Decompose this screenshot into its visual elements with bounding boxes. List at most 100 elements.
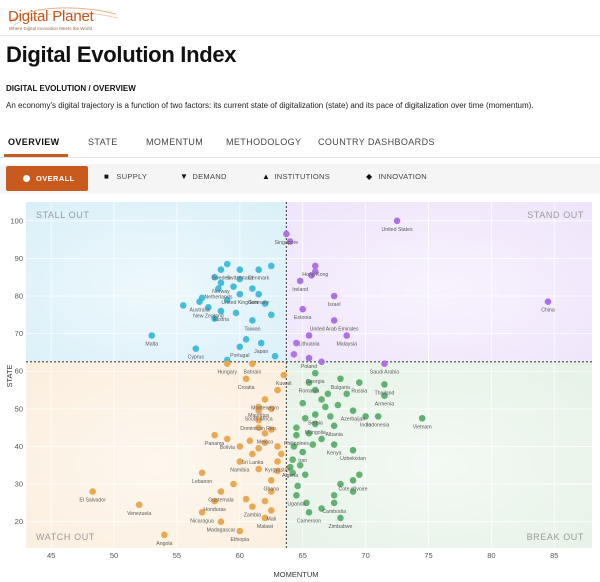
data-point-bahrain[interactable] <box>249 360 256 368</box>
tab-overview[interactable]: OVERVIEW <box>8 137 60 147</box>
data-point-thailand[interactable] <box>381 381 388 388</box>
data-point[interactable] <box>274 386 281 394</box>
data-point-serbia[interactable] <box>311 411 319 418</box>
data-point[interactable] <box>303 499 310 507</box>
data-point-namibia[interactable] <box>236 458 244 465</box>
filter-institutions[interactable]: ▲ INSTITUTIONS <box>262 172 330 181</box>
filter-supply[interactable]: ■ SUPPLY <box>104 172 147 181</box>
data-point[interactable] <box>255 424 262 431</box>
data-point[interactable] <box>324 390 332 398</box>
data-point[interactable] <box>289 456 296 463</box>
data-point[interactable] <box>289 469 296 477</box>
data-point-philippines[interactable] <box>293 431 300 439</box>
data-point-angola[interactable] <box>161 531 168 539</box>
data-point-india[interactable] <box>362 413 369 420</box>
data-point-china[interactable] <box>544 298 552 305</box>
data-point-venezuela[interactable] <box>135 501 143 509</box>
data-point[interactable] <box>246 437 254 445</box>
tab-state[interactable]: STATE <box>88 137 118 147</box>
data-point[interactable] <box>230 283 237 290</box>
data-point[interactable] <box>242 495 250 503</box>
data-point-albania[interactable] <box>330 422 338 430</box>
data-point[interactable] <box>299 399 307 407</box>
data-point[interactable] <box>267 311 275 319</box>
data-point-mexico[interactable] <box>261 429 269 437</box>
data-point[interactable] <box>318 396 325 403</box>
data-point[interactable] <box>249 285 256 292</box>
data-point-poland[interactable] <box>305 354 313 362</box>
filter-overall-button[interactable]: OVERALL <box>6 166 88 191</box>
data-point[interactable] <box>318 505 325 512</box>
data-point-lithuania[interactable] <box>305 332 313 339</box>
data-point-switzerland[interactable] <box>236 266 244 273</box>
data-point-japan[interactable] <box>257 339 265 347</box>
data-point-uganda[interactable] <box>293 492 300 499</box>
data-point[interactable] <box>318 435 325 443</box>
data-point-estonia[interactable] <box>299 305 307 313</box>
data-point-indonesia[interactable] <box>374 413 382 420</box>
tab-methodology[interactable]: METHODOLOGY <box>226 137 302 147</box>
data-point-uzbekistan[interactable] <box>349 446 357 454</box>
data-point-honduras[interactable] <box>211 497 218 505</box>
data-point[interactable] <box>242 335 250 343</box>
data-point-germany[interactable] <box>255 290 262 298</box>
data-point-kyrgyzstan[interactable] <box>274 458 281 465</box>
data-point-malawi[interactable] <box>261 514 269 522</box>
data-point[interactable] <box>322 403 329 411</box>
data-point-mongolia[interactable] <box>311 420 319 428</box>
data-point[interactable] <box>290 351 298 358</box>
data-point-el-salvador[interactable] <box>89 488 96 495</box>
data-point[interactable] <box>267 262 275 270</box>
data-point-algeria[interactable] <box>286 463 294 471</box>
data-point[interactable] <box>211 315 218 322</box>
data-point[interactable] <box>318 358 325 366</box>
data-point-bolivia[interactable] <box>223 435 231 443</box>
data-point[interactable] <box>337 480 344 488</box>
data-point-dominican-rep[interactable] <box>255 416 262 424</box>
data-point[interactable] <box>261 497 269 505</box>
data-point-lebanon[interactable] <box>198 469 206 477</box>
tab-momentum[interactable]: MOMENTUM <box>146 137 204 147</box>
data-point-south-africa[interactable] <box>255 407 262 415</box>
data-point-united-kingdom[interactable] <box>236 290 244 298</box>
data-point[interactable] <box>349 488 357 495</box>
data-point-bulgaria[interactable] <box>337 375 344 383</box>
data-point-armenia[interactable] <box>381 392 388 399</box>
data-point-zambia[interactable] <box>249 503 256 510</box>
data-point[interactable] <box>308 272 315 279</box>
data-point[interactable] <box>293 424 300 431</box>
data-point-panama[interactable] <box>211 431 218 439</box>
data-point[interactable] <box>305 429 313 437</box>
data-point[interactable] <box>271 352 279 360</box>
data-point-singapore[interactable] <box>283 230 290 238</box>
data-point[interactable] <box>267 426 275 433</box>
data-point-russia[interactable] <box>356 379 363 386</box>
data-point-australia[interactable] <box>196 298 203 305</box>
data-point[interactable] <box>293 339 300 347</box>
data-point-united-states[interactable] <box>393 217 401 225</box>
data-point[interactable] <box>255 445 262 452</box>
data-point[interactable] <box>230 480 237 488</box>
data-point-guatemala[interactable] <box>217 488 225 495</box>
data-point[interactable] <box>274 443 281 450</box>
filter-demand[interactable]: ▼ DEMAND <box>180 172 227 181</box>
data-point[interactable] <box>236 275 244 283</box>
data-point-iran[interactable] <box>299 448 307 456</box>
data-point[interactable] <box>255 465 262 473</box>
data-point[interactable] <box>343 390 351 398</box>
data-point[interactable] <box>267 405 275 413</box>
data-point[interactable] <box>327 413 334 420</box>
data-point[interactable] <box>211 273 218 281</box>
data-point[interactable] <box>309 441 317 448</box>
data-point-israel[interactable] <box>330 292 338 300</box>
data-point-ghana[interactable] <box>267 477 275 484</box>
data-point[interactable] <box>278 450 285 458</box>
data-point[interactable] <box>301 471 309 478</box>
data-point-zimbabwe[interactable] <box>337 514 344 522</box>
data-point-austria[interactable] <box>217 307 225 315</box>
data-point-ireland[interactable] <box>296 277 304 285</box>
data-point-sri-lanka[interactable] <box>249 450 256 458</box>
data-point-netherlands[interactable] <box>215 285 222 292</box>
data-point-norway[interactable] <box>217 279 225 287</box>
data-point-cyprus[interactable] <box>192 345 200 352</box>
